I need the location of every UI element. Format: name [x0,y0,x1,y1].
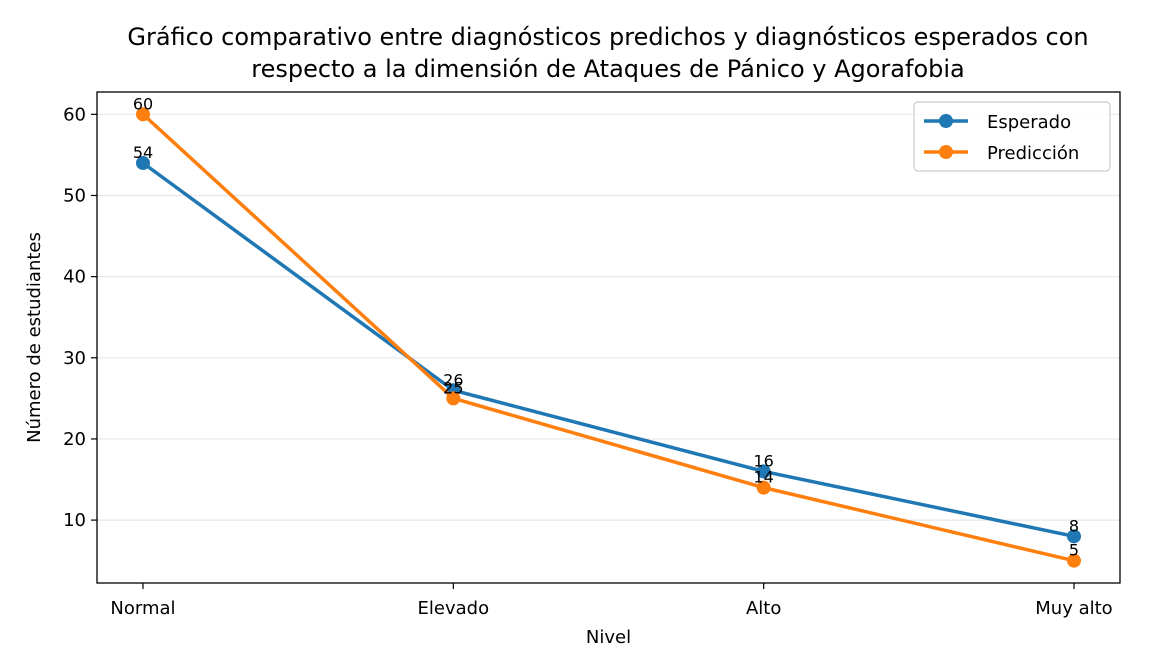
data-label: 60 [133,94,153,113]
x-tick-label: Elevado [418,598,490,619]
data-label: 25 [443,378,463,397]
chart-title-line: Gráfico comparativo entre diagnósticos p… [127,23,1088,51]
x-tick-label: Muy alto [1035,598,1112,619]
data-label: 8 [1069,516,1079,535]
data-label: 26 [443,370,463,389]
y-tick-label: 10 [63,510,86,531]
y-axis-label: Número de estudiantes [24,232,45,443]
chart-title: Gráfico comparativo entre diagnósticos p… [127,23,1088,83]
data-point[interactable] [136,156,150,171]
grid [97,113,1120,521]
legend-marker [939,145,953,159]
x-axis-label: Nivel [586,627,631,648]
x-axis: Normal Elevado Alto Muy alto [110,583,1113,619]
legend-marker [939,114,953,128]
y-tick-label: 60 [63,104,86,125]
data-label: 14 [753,468,773,487]
y-axis: 10 20 30 40 50 60 [63,104,97,531]
data-point[interactable] [756,480,771,495]
data-point[interactable] [1067,553,1081,568]
data-label: 16 [753,451,773,470]
plot-frame [96,91,1121,584]
legend-entry[interactable]: Predicción [987,143,1079,164]
legend[interactable]: Esperado Predicción [913,101,1111,172]
legend-entry[interactable]: Esperado [987,112,1071,133]
data-point[interactable] [136,107,150,122]
data-labels: 54 26 16 8 60 25 14 5 [133,94,1079,559]
data-point[interactable] [1067,529,1081,544]
y-tick-label: 20 [63,429,86,450]
data-point[interactable] [446,391,461,406]
x-tick-label: Alto [746,598,781,619]
y-tick-label: 40 [63,267,86,288]
data-label: 54 [133,143,153,162]
series-line-esperado [141,161,1075,539]
chart-title-line: respecto a la dimensión de Ataques de Pá… [251,55,965,83]
series-line-predicción [141,113,1075,563]
series-lines [136,107,1081,568]
y-tick-label: 50 [63,185,86,206]
y-tick-label: 30 [63,348,86,369]
x-tick-label: Normal [110,598,175,619]
data-point[interactable] [756,464,771,479]
data-label: 5 [1069,541,1079,560]
